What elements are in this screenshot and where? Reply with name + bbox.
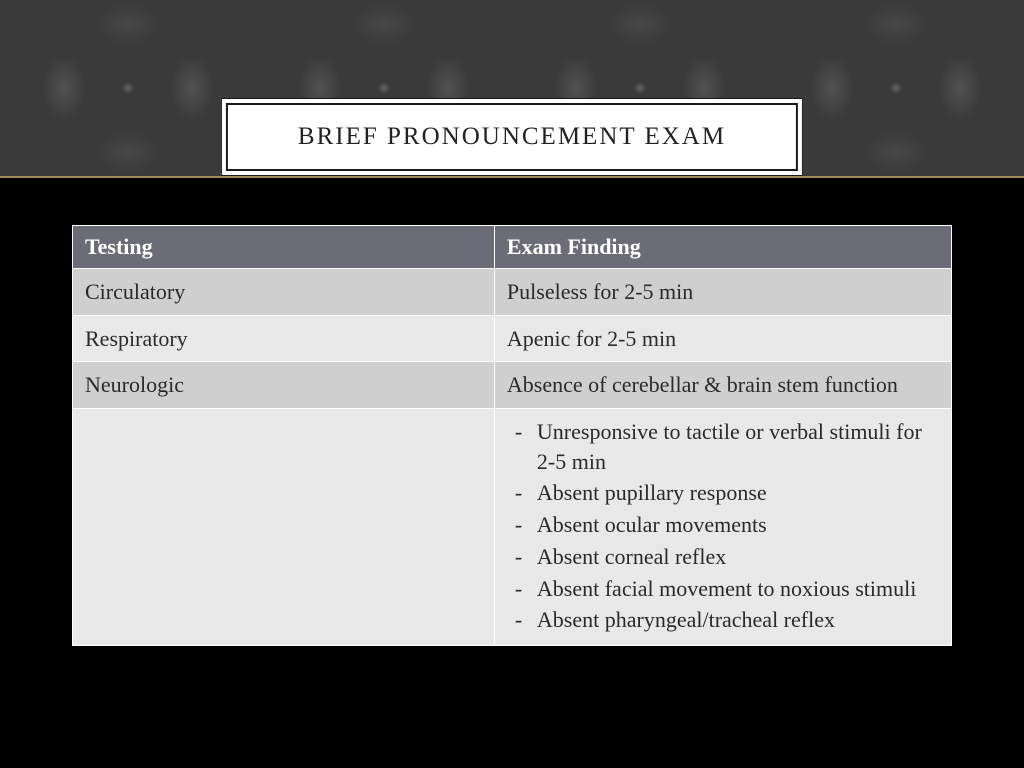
col-header-finding: Exam Finding (494, 226, 951, 269)
finding-list-item: Absent ocular movements (511, 510, 939, 540)
cell-testing: Circulatory (73, 269, 495, 316)
cell-finding: Absence of cerebellar & brain stem funct… (494, 362, 951, 409)
cell-testing (73, 409, 495, 646)
cell-finding: Pulseless for 2-5 min (494, 269, 951, 316)
exam-table-container: Testing Exam Finding CirculatoryPulseles… (72, 225, 952, 646)
finding-list-item: Unresponsive to tactile or verbal stimul… (511, 417, 939, 476)
cell-finding: Unresponsive to tactile or verbal stimul… (494, 409, 951, 646)
finding-list-item: Absent pharyngeal/tracheal reflex (511, 605, 939, 635)
exam-table: Testing Exam Finding CirculatoryPulseles… (72, 225, 952, 646)
cell-testing: Neurologic (73, 362, 495, 409)
table-row: RespiratoryApenic for 2-5 min (73, 315, 952, 362)
slide-title-inner: BRIEF PRONOUNCEMENT EXAM (226, 103, 798, 171)
table-row: Unresponsive to tactile or verbal stimul… (73, 409, 952, 646)
finding-list-item: Absent corneal reflex (511, 542, 939, 572)
slide-title: BRIEF PRONOUNCEMENT EXAM (298, 123, 726, 151)
table-header-row: Testing Exam Finding (73, 226, 952, 269)
finding-list-item: Absent pupillary response (511, 478, 939, 508)
table-body: CirculatoryPulseless for 2-5 minRespirat… (73, 269, 952, 646)
col-header-testing: Testing (73, 226, 495, 269)
finding-list-item: Absent facial movement to noxious stimul… (511, 574, 939, 604)
finding-list: Unresponsive to tactile or verbal stimul… (507, 417, 939, 635)
table-row: NeurologicAbsence of cerebellar & brain … (73, 362, 952, 409)
cell-finding: Apenic for 2-5 min (494, 315, 951, 362)
slide-title-frame: BRIEF PRONOUNCEMENT EXAM (221, 98, 803, 176)
cell-testing: Respiratory (73, 315, 495, 362)
table-row: CirculatoryPulseless for 2-5 min (73, 269, 952, 316)
